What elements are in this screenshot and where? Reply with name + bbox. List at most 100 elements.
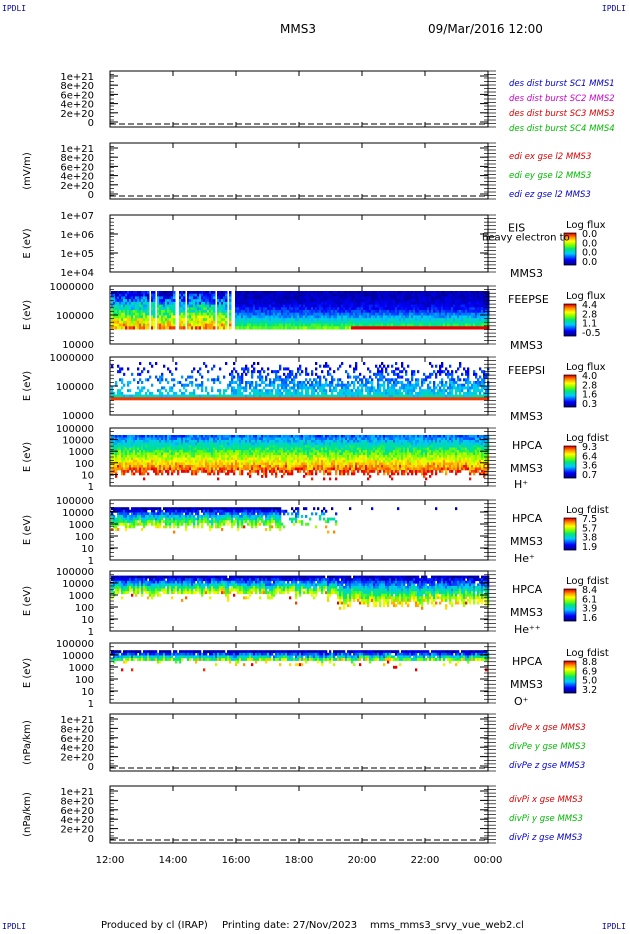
colorbar-cell (564, 594, 576, 596)
colorbar-cell (564, 321, 576, 323)
colorbar-title: Log fdist (566, 576, 609, 587)
colorbar-cell (564, 607, 576, 609)
legend-series-name: des dist burst SC3 MMS3 (509, 109, 615, 119)
colorbar-cell (564, 468, 576, 470)
colorbar-tick-label: 8.4 (582, 585, 597, 596)
colorbar-tick-label: 7.5 (582, 514, 597, 525)
colorbar-cell (564, 461, 576, 463)
y-tick-label: 4e+20 (60, 743, 94, 754)
colorbar-cell (564, 476, 576, 478)
colorbar-cell (564, 589, 576, 591)
y-tick-label: 8e+20 (60, 153, 94, 164)
colorbar-frame (563, 660, 577, 694)
colorbar-cell (564, 528, 576, 530)
colorbar-cell (564, 393, 576, 395)
colorbar-frame (563, 517, 577, 551)
colorbar-cell (564, 605, 576, 607)
colorbar-cell (564, 477, 576, 479)
colorbar-cell (564, 311, 576, 313)
colorbar-cell (564, 241, 576, 243)
colorbar-cell (564, 677, 576, 679)
spacecraft-label: MMS3 (510, 410, 543, 423)
colorbar-frame (563, 588, 577, 622)
colorbar-cell (564, 669, 576, 671)
colorbar-cell (564, 531, 576, 533)
colorbar-cell (564, 401, 576, 403)
colorbar-cell (564, 611, 576, 613)
colorbar-cell (564, 307, 576, 309)
colorbar-cell (564, 320, 576, 322)
y-tick-label: 1 (88, 482, 94, 493)
colorbar-cell (564, 590, 576, 592)
colorbar-cell (564, 464, 576, 466)
colorbar-tick-label: -0.5 (582, 328, 601, 339)
colorbar-cell (564, 687, 576, 689)
legend-series-name: edi ez gse l2 MMS3 (509, 190, 591, 200)
instrument-label: EIS (508, 222, 525, 235)
colorbar-cell (564, 664, 576, 666)
colorbar-cell (564, 458, 576, 460)
colorbar-cell (564, 537, 576, 539)
y-tick-label: 10000 (62, 508, 94, 519)
colorbar-cell (564, 672, 576, 674)
colorbar-cell (564, 532, 576, 534)
colorbar-cell (564, 469, 576, 471)
colorbar-cell (564, 683, 576, 685)
colorbar-cell (564, 615, 576, 617)
colorbar-cell (564, 236, 576, 238)
colorbar-cell (564, 617, 576, 619)
species-label: He⁺⁺ (514, 623, 541, 636)
y-tick-label: 1e+06 (60, 230, 94, 241)
colorbar-cell (564, 233, 576, 235)
panel-frame (109, 713, 489, 772)
colorbar-cell (564, 692, 576, 694)
colorbar-cell (564, 317, 576, 319)
colorbar-tick-label: 0.7 (582, 470, 597, 481)
instrument-label: HPCA (512, 512, 543, 525)
colorbar-cell (564, 325, 576, 327)
colorbar-title: Log flux (566, 220, 606, 231)
colorbar-cell (564, 400, 576, 402)
colorbar-cell (564, 251, 576, 253)
colorbar-cell (564, 471, 576, 473)
y-tick-label: 8e+20 (60, 724, 94, 735)
instrument-label: FEEPSI (508, 364, 545, 377)
colorbar-cell (564, 326, 576, 328)
y-axis-label: (mV/m) (22, 152, 33, 190)
colorbar-tick-label: 0.0 (582, 248, 597, 259)
colorbar-cell (564, 527, 576, 529)
panel-frame (109, 142, 489, 200)
y-tick-label: 1e+21 (60, 144, 94, 155)
colorbar-cell (564, 452, 576, 454)
y-axis-label: (nPa/km) (22, 792, 33, 837)
colorbar-cell (564, 314, 576, 316)
colorbar-tick-label: 1.1 (582, 319, 597, 330)
colorbar-cell (564, 620, 576, 622)
colorbar-cell (564, 674, 576, 676)
y-tick-label: 1000 (69, 663, 94, 674)
instrument-label: HPCA (512, 655, 543, 668)
spacecraft-label: MMS3 (510, 535, 543, 548)
colorbar-cell (564, 457, 576, 459)
colorbar-cell (564, 602, 576, 604)
colorbar-cell (564, 614, 576, 616)
colorbar-tick-label: 3.9 (582, 604, 597, 615)
corner-mark-bottom-right: IPDLI (601, 922, 626, 931)
y-tick-label: 1 (88, 627, 94, 638)
colorbar-cell (564, 330, 576, 332)
y-tick-label: 1e+07 (60, 211, 94, 222)
x-tick-label: 16:00 (222, 855, 251, 866)
colorbar-cell (564, 304, 576, 306)
colorbar-cell (564, 665, 576, 667)
y-tick-label: 4e+20 (60, 815, 94, 826)
y-tick-label: 10000 (62, 340, 94, 351)
y-tick-label: 10 (81, 470, 94, 481)
colorbar-cell (564, 398, 576, 400)
colorbar-cell (564, 470, 576, 472)
colorbar-cell (564, 673, 576, 675)
colorbar-tick-label: 4.4 (582, 300, 597, 311)
y-tick-label: 100000 (56, 567, 94, 578)
legend-series-name: divPi y gse MMS3 (509, 814, 583, 824)
colorbar-cell (564, 390, 576, 392)
colorbar-cell (564, 322, 576, 324)
